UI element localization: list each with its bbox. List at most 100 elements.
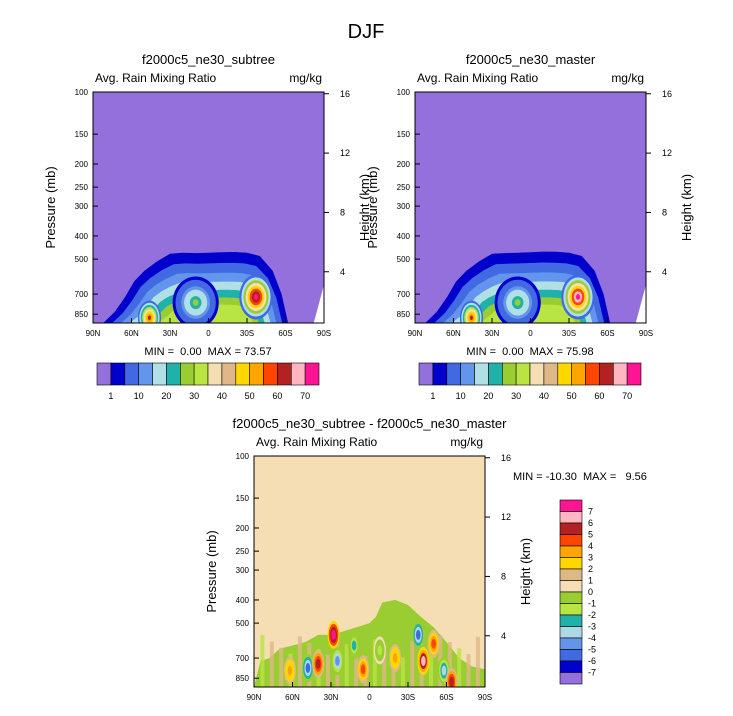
pressure-tick-label: 200 <box>75 160 89 169</box>
hotspot-ring <box>253 294 259 300</box>
pressure-tick-label: 500 <box>236 619 250 628</box>
pressure-tick-label: 100 <box>236 452 250 461</box>
colorbar-swatch <box>180 362 195 386</box>
height-tick-label: 4 <box>501 631 506 641</box>
colorbar-label: 20 <box>483 391 493 401</box>
height-tick-label: 4 <box>662 267 667 277</box>
colorbar-swatch <box>559 557 583 570</box>
anomaly-ring <box>331 629 336 640</box>
height-tick-label: 16 <box>662 89 672 99</box>
latitude-tick-label: 60S <box>439 693 453 702</box>
anomaly-ring <box>335 655 340 666</box>
colorbar-swatch <box>559 534 583 547</box>
colorbar-swatch <box>559 591 583 604</box>
latitude-tick-label: 90N <box>86 329 101 338</box>
plot-area <box>103 252 324 323</box>
anomaly-ring <box>377 645 383 656</box>
colorbar-label: 60 <box>272 391 282 401</box>
pressure-tick-label: 300 <box>397 202 411 211</box>
colorbar-label: 20 <box>161 391 171 401</box>
latitude-tick-label: 90S <box>478 693 492 702</box>
pressure-tick-label: 200 <box>397 160 411 169</box>
colorbar-swatch <box>166 362 181 386</box>
panel-title: f2000c5_ne30_subtree <box>142 52 275 67</box>
panel-master: f2000c5_ne30_master Avg. Rain Mixing Rati… <box>365 52 694 401</box>
diff-column <box>457 648 462 687</box>
latitude-tick-label: 90S <box>639 329 653 338</box>
colorbar-label: -6 <box>588 656 596 666</box>
pressure-tick-label: 700 <box>75 290 89 299</box>
pressure-tick-label: 400 <box>236 596 250 605</box>
diff-column <box>354 650 359 687</box>
colorbar-swatch <box>559 614 583 627</box>
pressure-tick-label: 850 <box>75 310 89 319</box>
height-tick-label: 8 <box>340 207 345 217</box>
height-axis-title: Height (km) <box>518 538 533 605</box>
latitude-tick-label: 90N <box>247 693 262 702</box>
colorbar-label: 50 <box>245 391 255 401</box>
colorbar-swatch <box>559 603 583 616</box>
colorbar-label: -3 <box>588 622 596 632</box>
missing-data-region <box>635 284 646 323</box>
colorbar-swatch <box>559 580 583 593</box>
anomaly-ring <box>441 665 447 676</box>
pressure-tick-label: 200 <box>236 524 250 533</box>
colorbar-swatch <box>515 362 531 386</box>
colorbar-label: 30 <box>189 391 199 401</box>
colorbar-label: -4 <box>588 633 596 643</box>
colorbar-label: -5 <box>588 645 596 655</box>
colorbar-swatch <box>235 362 251 386</box>
pressure-tick-label: 250 <box>397 183 411 192</box>
pressure-tick-label: 850 <box>236 674 250 683</box>
pressure-tick-label: 150 <box>75 130 89 139</box>
colorbar-label: 7 <box>588 507 593 517</box>
pressure-tick-label: 250 <box>75 183 89 192</box>
colorbar-swatch <box>138 362 153 386</box>
pressure-tick-label: 500 <box>75 255 89 264</box>
colorbar-swatch <box>559 649 583 662</box>
colorbar-label: 3 <box>588 553 593 563</box>
min-max-stats: MIN = -10.30 MAX = 9.56 <box>513 471 647 483</box>
plot-area <box>254 599 485 687</box>
colorbar-swatch <box>559 568 583 581</box>
colorbar-label: 6 <box>588 518 593 528</box>
diff-column <box>269 641 274 687</box>
colorbar-swatch <box>460 362 475 386</box>
colorbar-swatch <box>446 362 461 386</box>
latitude-tick-label: 90S <box>317 329 331 338</box>
colorbar-swatch <box>599 362 614 386</box>
height-tick-label: 16 <box>340 89 350 99</box>
pressure-tick-label: 100 <box>75 88 89 97</box>
latitude-tick-label: 0 <box>528 329 533 338</box>
colorbar-swatch <box>559 672 583 685</box>
pressure-tick-label: 400 <box>397 232 411 241</box>
colorbar-swatch <box>488 362 503 386</box>
colorbar-swatch <box>152 362 167 386</box>
colorbar-swatch <box>474 362 489 386</box>
diff-column <box>400 657 405 687</box>
diff-column <box>326 654 330 687</box>
colorbar-swatch <box>585 362 600 386</box>
colorbar-swatch <box>559 522 583 535</box>
diff-column <box>382 645 387 687</box>
units-label: mg/kg <box>611 71 644 85</box>
colorbar-label: 10 <box>456 391 466 401</box>
anomaly-ring <box>449 676 454 687</box>
colorbar-swatch <box>559 499 583 512</box>
diff-column <box>372 639 377 687</box>
latitude-tick-label: 30N <box>485 329 500 338</box>
diff-column <box>447 642 452 687</box>
colorbar-swatch <box>124 362 140 386</box>
pressure-axis-title: Pressure (mb) <box>43 166 58 248</box>
latitude-tick-label: 60S <box>600 329 614 338</box>
pressure-axis-title: Pressure (mb) <box>365 166 380 248</box>
latitude-tick-label: 60N <box>285 693 300 702</box>
units-label: mg/kg <box>450 435 483 449</box>
pressure-tick-label: 100 <box>397 88 411 97</box>
diff-column <box>466 654 471 687</box>
height-tick-label: 8 <box>662 207 667 217</box>
latitude-tick-label: 0 <box>367 693 372 702</box>
colorbar-swatch <box>277 362 292 386</box>
latitude-tick-label: 30N <box>163 329 178 338</box>
hotspot-ring <box>148 315 151 321</box>
